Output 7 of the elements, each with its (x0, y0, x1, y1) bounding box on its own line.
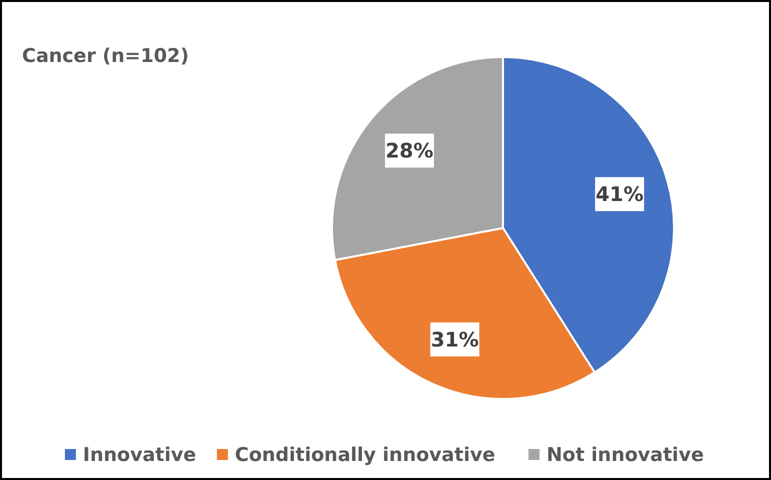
chart-title: Cancer (n=102) (22, 45, 189, 67)
data-label: 41% (596, 182, 644, 206)
data-label: 31% (430, 327, 479, 352)
legend-label: Conditionally innovative (234, 444, 496, 466)
legend-label: Innovative (82, 444, 196, 466)
legend-label: Not innovative (546, 444, 704, 466)
data-label: 28% (386, 138, 434, 163)
